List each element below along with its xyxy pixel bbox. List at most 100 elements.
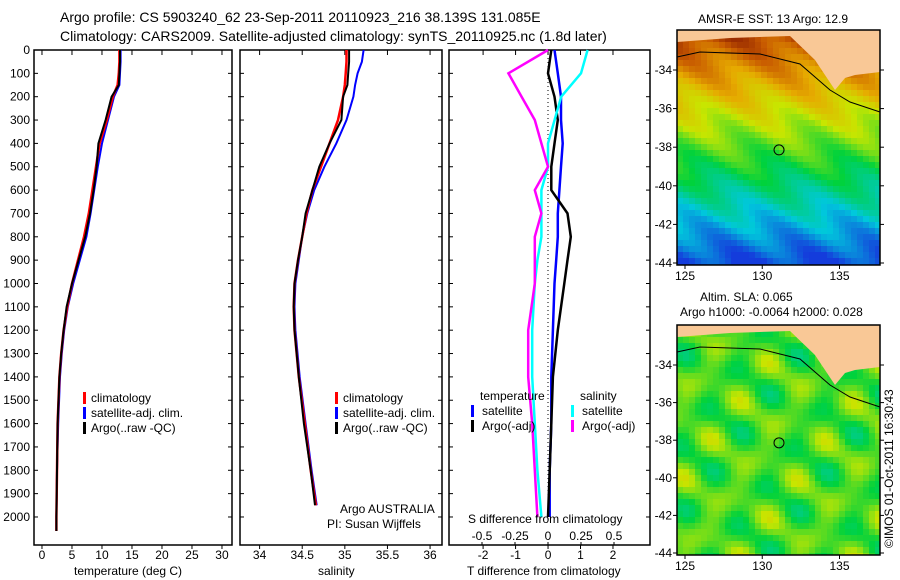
map-cell bbox=[821, 192, 827, 198]
map-cell bbox=[683, 421, 689, 427]
map-cell bbox=[791, 132, 797, 138]
map-cell bbox=[773, 403, 779, 409]
map-cell bbox=[683, 475, 689, 481]
map-cell bbox=[749, 186, 755, 192]
map-cell bbox=[857, 487, 863, 493]
map-cell bbox=[743, 96, 749, 102]
map-cell bbox=[701, 252, 707, 258]
map-cell bbox=[719, 505, 725, 511]
map-cell bbox=[851, 457, 857, 463]
map-cell bbox=[677, 397, 683, 403]
map-cell bbox=[761, 391, 767, 397]
map-cell bbox=[851, 511, 857, 517]
map-cell bbox=[713, 427, 719, 433]
map-cell bbox=[713, 535, 719, 541]
map-cell bbox=[773, 138, 779, 144]
map-cell bbox=[803, 150, 809, 156]
map-cell bbox=[785, 337, 791, 343]
map-cell bbox=[677, 427, 683, 433]
map-cell bbox=[695, 252, 701, 258]
map-cell bbox=[713, 60, 719, 66]
map-cell bbox=[719, 216, 725, 222]
map-cell bbox=[683, 78, 689, 84]
map-cell bbox=[695, 553, 701, 555]
map-cell bbox=[713, 397, 719, 403]
map-cell bbox=[713, 42, 719, 48]
map-cell bbox=[707, 108, 713, 114]
map-cell bbox=[755, 337, 761, 343]
map-cell bbox=[737, 132, 743, 138]
map-cell bbox=[827, 258, 833, 264]
map-cell bbox=[767, 481, 773, 487]
map-cell bbox=[743, 138, 749, 144]
map-cell bbox=[677, 138, 683, 144]
map-cell bbox=[827, 475, 833, 481]
map-cell bbox=[833, 216, 839, 222]
map-cell bbox=[797, 379, 803, 385]
map-cell bbox=[809, 475, 815, 481]
map-cell bbox=[689, 529, 695, 535]
map-cell bbox=[725, 150, 731, 156]
map-cell bbox=[785, 84, 791, 90]
map-cell bbox=[677, 493, 683, 499]
map-cell bbox=[677, 355, 683, 361]
map-cell bbox=[857, 144, 863, 150]
map-cell bbox=[701, 204, 707, 210]
map-cell bbox=[737, 54, 743, 60]
map-cell bbox=[683, 499, 689, 505]
map-cell bbox=[713, 186, 719, 192]
map-cell bbox=[731, 397, 737, 403]
map-cell bbox=[761, 331, 767, 337]
map-cell bbox=[875, 246, 880, 252]
map-cell bbox=[791, 222, 797, 228]
map-cell bbox=[761, 126, 767, 132]
map-cell bbox=[743, 174, 749, 180]
map-cell bbox=[863, 96, 869, 102]
map-cell bbox=[713, 162, 719, 168]
map-cell bbox=[749, 84, 755, 90]
map-cell bbox=[719, 84, 725, 90]
map-cell bbox=[707, 258, 713, 264]
map-cell bbox=[869, 162, 875, 168]
map-cell bbox=[779, 150, 785, 156]
map-cell bbox=[791, 529, 797, 535]
map-cell bbox=[689, 535, 695, 541]
map-cell bbox=[707, 96, 713, 102]
map-cell bbox=[743, 84, 749, 90]
map-cell bbox=[701, 102, 707, 108]
map-cell bbox=[755, 60, 761, 66]
map-cell bbox=[701, 198, 707, 204]
map-cell bbox=[827, 553, 833, 555]
map-cell bbox=[749, 451, 755, 457]
map-cell bbox=[821, 367, 827, 373]
map-cell bbox=[869, 150, 875, 156]
map-cell bbox=[869, 126, 875, 132]
map-cell bbox=[803, 553, 809, 555]
map-cell bbox=[737, 469, 743, 475]
map-cell bbox=[851, 174, 857, 180]
map-cell bbox=[749, 90, 755, 96]
map-cell bbox=[707, 84, 713, 90]
map-cell bbox=[677, 391, 683, 397]
map-cell bbox=[803, 493, 809, 499]
map-cell bbox=[767, 445, 773, 451]
map-cell bbox=[845, 391, 851, 397]
map-cell bbox=[713, 421, 719, 427]
map-cell bbox=[767, 162, 773, 168]
map-cell bbox=[779, 553, 785, 555]
map-cell bbox=[857, 421, 863, 427]
legend-swatch bbox=[335, 407, 338, 419]
map-cell bbox=[713, 96, 719, 102]
map-cell bbox=[707, 144, 713, 150]
map-cell bbox=[737, 192, 743, 198]
map-cell bbox=[815, 96, 821, 102]
map-cell bbox=[875, 222, 880, 228]
map-cell bbox=[839, 180, 845, 186]
map-cell bbox=[851, 90, 857, 96]
map-cell bbox=[761, 337, 767, 343]
map-cell bbox=[713, 439, 719, 445]
map-cell bbox=[683, 379, 689, 385]
map-cell bbox=[839, 228, 845, 234]
map-cell bbox=[851, 96, 857, 102]
map-cell bbox=[677, 403, 683, 409]
